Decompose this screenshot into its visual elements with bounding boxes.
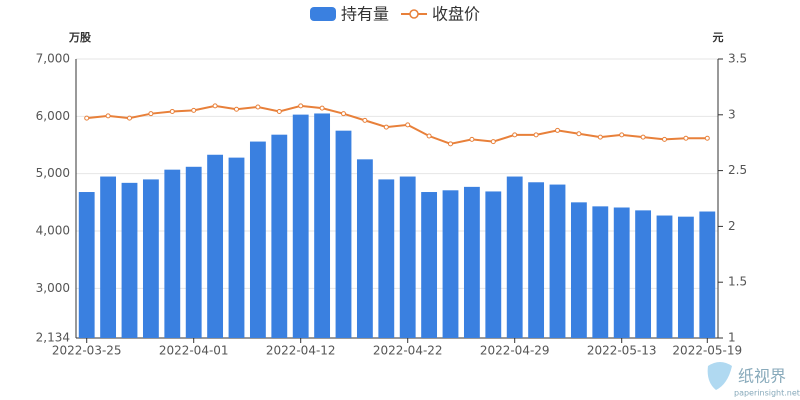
- y2-tick-label: 2: [728, 219, 736, 233]
- line-point: [383, 124, 389, 130]
- bar: [399, 176, 416, 338]
- y2-tick-label: 1.5: [728, 275, 747, 289]
- line-point: [704, 135, 710, 141]
- legend-label: 收盘价: [432, 5, 480, 24]
- bar: [699, 211, 716, 338]
- bar: [228, 157, 245, 338]
- bar: [164, 169, 181, 338]
- watermark-logo: [707, 362, 732, 390]
- legend-swatch: [310, 7, 336, 21]
- line-point: [191, 107, 197, 113]
- bar: [635, 210, 652, 338]
- line-point: [426, 133, 432, 139]
- bar: [528, 182, 545, 338]
- x-tick-label: 2022-04-22: [373, 344, 443, 358]
- line-point: [662, 136, 667, 142]
- legend-label: 持有量: [341, 5, 389, 24]
- line-point: [555, 127, 560, 133]
- bar: [442, 190, 459, 338]
- bar: [185, 166, 202, 338]
- bar: [207, 154, 224, 338]
- y-tick-label: 3,000: [36, 281, 70, 295]
- x-tick-label: 2022-05-13: [587, 344, 657, 358]
- bar: [613, 207, 630, 338]
- y2-axis-label: 元: [713, 31, 724, 44]
- y-axis-label: 万股: [68, 31, 92, 44]
- x-tick-label: 2022-04-29: [480, 344, 550, 358]
- x-tick-label: 2022-04-12: [266, 344, 336, 358]
- line-point: [148, 111, 154, 117]
- line-point: [341, 111, 346, 117]
- bar: [142, 179, 159, 338]
- watermark-title: 纸视界: [738, 367, 786, 386]
- line-point: [362, 117, 368, 123]
- bar: [506, 176, 523, 338]
- y2-tick-label: 3: [728, 107, 736, 121]
- y2-tick-label: 3.5: [728, 52, 747, 66]
- line-point: [319, 105, 325, 111]
- y-tick-label: 7,000: [36, 52, 70, 66]
- line-point: [169, 108, 175, 114]
- line-point: [683, 135, 689, 141]
- bar: [463, 186, 480, 338]
- line-point: [255, 104, 261, 110]
- bar: [656, 215, 673, 338]
- bar: [485, 191, 502, 338]
- line-point: [105, 113, 111, 119]
- x-tick-label: 2022-05-19: [672, 344, 742, 358]
- bar: [249, 141, 266, 338]
- line-point: [448, 141, 453, 147]
- line-point: [276, 108, 282, 114]
- y-tick-label: 2,134: [36, 331, 70, 345]
- line-point: [512, 132, 518, 138]
- line-point: [212, 103, 218, 109]
- y-tick-label: 4,000: [36, 224, 70, 238]
- bar: [421, 192, 438, 338]
- line-point: [127, 115, 132, 121]
- bar: [570, 202, 587, 338]
- x-tick-label: 2022-04-01: [159, 344, 229, 358]
- line-point: [640, 134, 646, 140]
- y2-tick-label: 2.5: [728, 163, 747, 177]
- bar: [592, 206, 609, 338]
- bar: [335, 130, 352, 338]
- legend-swatch: [409, 9, 419, 19]
- line-point: [469, 136, 475, 142]
- line-point: [533, 132, 539, 138]
- y-tick-label: 5,000: [36, 166, 70, 180]
- y-tick-label: 6,000: [36, 109, 70, 123]
- y2-tick-label: 1: [728, 331, 736, 345]
- line-point: [597, 134, 603, 140]
- line-point: [298, 103, 304, 109]
- bar: [271, 134, 288, 338]
- watermark: 纸视界 paperinsight.net: [707, 362, 800, 398]
- watermark-url: paperinsight.net: [734, 389, 800, 398]
- bar: [292, 114, 309, 339]
- bar: [314, 113, 331, 338]
- bar: [356, 159, 373, 338]
- bar: [100, 176, 117, 338]
- bar: [121, 182, 138, 338]
- bar: [549, 184, 566, 338]
- line-point: [405, 122, 411, 128]
- line-point: [234, 106, 239, 112]
- x-tick-label: 2022-03-25: [52, 344, 122, 358]
- line-point: [619, 132, 625, 138]
- bar: [378, 179, 395, 338]
- line-point: [84, 115, 90, 121]
- line-point: [576, 131, 582, 137]
- line: [86, 104, 708, 145]
- bar: [78, 192, 95, 338]
- bar: [677, 216, 694, 338]
- line-point: [490, 139, 496, 145]
